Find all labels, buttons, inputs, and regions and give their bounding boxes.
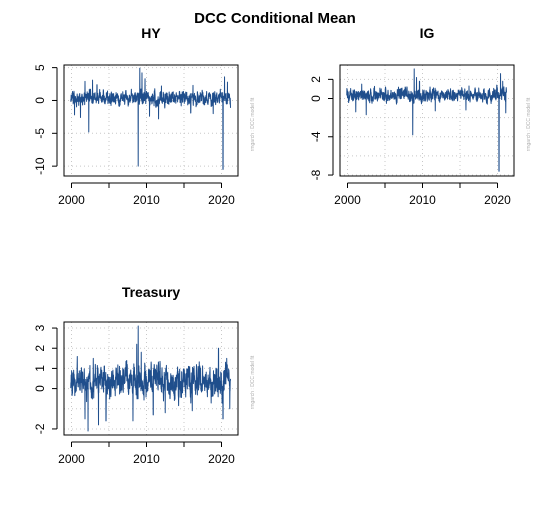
y-tick-label: 0 bbox=[33, 385, 47, 392]
y-tick-label: 0 bbox=[309, 95, 323, 102]
y-tick-label: 0 bbox=[33, 97, 47, 104]
x-tick-label: 2000 bbox=[58, 452, 85, 466]
panel-ig: IG 2000 2010 2020 -8 -4 0 2 rmgarch : DCC model … bbox=[309, 25, 532, 207]
credit-note: rmgarch : DCC model fit bbox=[250, 97, 256, 151]
x-tick-label: 2020 bbox=[208, 452, 235, 466]
x-tick-label: 2000 bbox=[334, 193, 361, 207]
credit-note: rmgarch : DCC model fit bbox=[526, 97, 532, 151]
plot-frame bbox=[63, 321, 239, 436]
y-tick-label: -8 bbox=[309, 169, 323, 180]
y-tick-label: -5 bbox=[33, 128, 47, 139]
x-tick-label: 2010 bbox=[133, 452, 160, 466]
x-tick-label: 2020 bbox=[208, 193, 235, 207]
y-tick-label: -2 bbox=[33, 423, 47, 434]
series-line bbox=[346, 68, 507, 172]
y-tick-label: 3 bbox=[33, 324, 47, 331]
x-tick-label: 2000 bbox=[58, 193, 85, 207]
y-tick-label: 2 bbox=[33, 345, 47, 352]
panel-title: IG bbox=[420, 25, 435, 41]
x-tick-label: 2010 bbox=[133, 193, 160, 207]
series-line bbox=[70, 325, 231, 432]
y-tick-label: -4 bbox=[309, 131, 323, 142]
x-tick-label: 2010 bbox=[409, 193, 436, 207]
y-tick-label: 1 bbox=[33, 365, 47, 372]
panel-hy: HY 2000 2010 2020 -10 -5 0 5 rmgarch : DCC model… bbox=[33, 25, 256, 207]
series-line bbox=[70, 67, 231, 170]
panel-treasury: Treasury 2000 2010 2020 -2 0 1 2 3 rmgarch : DCC … bbox=[33, 284, 256, 466]
panel-title: HY bbox=[141, 25, 161, 41]
panel-title: Treasury bbox=[122, 284, 181, 300]
plot-frame bbox=[63, 64, 239, 177]
y-tick-label: -10 bbox=[33, 157, 47, 175]
y-tick-label: 2 bbox=[309, 76, 323, 83]
y-tick-label: 5 bbox=[33, 64, 47, 71]
credit-note: rmgarch : DCC model fit bbox=[250, 355, 256, 409]
figure-title: DCC Conditional Mean bbox=[194, 10, 356, 27]
plot-frame bbox=[339, 64, 515, 177]
x-tick-label: 2020 bbox=[484, 193, 511, 207]
